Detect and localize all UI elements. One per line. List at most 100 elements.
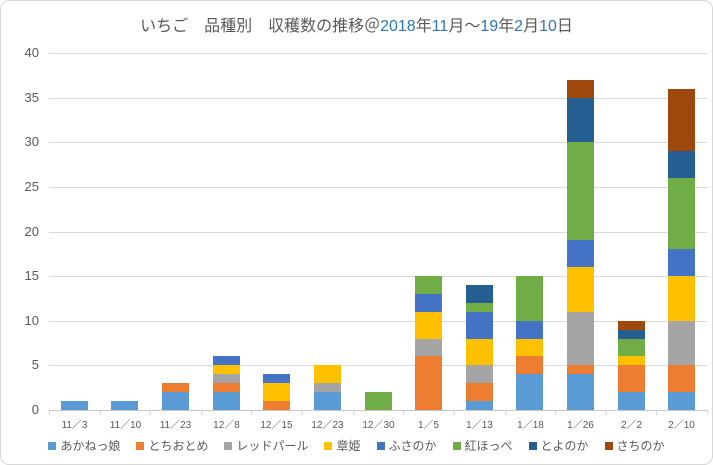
chart-title-part: 月～	[448, 18, 481, 35]
bar-segment	[466, 312, 493, 339]
bar-segment	[213, 392, 240, 410]
chart-title-part: 2	[514, 18, 524, 35]
bar-segment	[618, 392, 645, 410]
bar-segment	[567, 142, 594, 240]
legend-label: さちのか	[616, 439, 665, 453]
x-axis-label: 1／5	[417, 420, 440, 431]
gridline	[49, 276, 707, 277]
bar-segment	[263, 401, 290, 410]
legend-swatch	[452, 441, 461, 450]
axis-tick	[251, 410, 252, 415]
gridline	[49, 187, 707, 188]
y-axis-label: 35	[24, 90, 39, 105]
bar-segment	[668, 392, 695, 410]
y-axis-label: 0	[31, 402, 39, 417]
axis-tick	[707, 410, 708, 415]
bar-segment	[213, 383, 240, 392]
axis-tick	[403, 410, 404, 415]
axis-tick	[353, 410, 354, 415]
bar-segment	[61, 401, 88, 410]
legend-item: ふさのか	[376, 437, 437, 454]
bar-segment	[466, 383, 493, 401]
bar-segment	[213, 356, 240, 365]
x-axis-label: 1／13	[466, 420, 493, 431]
chart-title-part: 19	[480, 18, 499, 35]
y-axis-label: 10	[24, 313, 39, 328]
x-axis-label: 11／3	[61, 420, 88, 431]
bar-segment	[314, 392, 341, 410]
bar-segment	[668, 276, 695, 321]
chart-title-part: 月	[523, 18, 540, 35]
chart-title-part: 年	[415, 18, 432, 35]
y-axis-label: 25	[24, 179, 39, 194]
axis-tick	[302, 410, 303, 415]
chart-title-part: いちご 品種別 収穫数の推移＠	[140, 18, 381, 35]
axis-tick	[100, 410, 101, 415]
axis-tick	[150, 410, 151, 415]
bar-segment	[668, 365, 695, 392]
bar-segment	[567, 80, 594, 98]
legend-swatch	[224, 441, 233, 450]
bar-segment	[668, 178, 695, 249]
bar-segment	[567, 312, 594, 365]
legend-swatch	[528, 441, 537, 450]
y-axis-label: 30	[24, 134, 39, 149]
y-axis-label: 15	[24, 268, 39, 283]
bar-segment	[213, 374, 240, 383]
legend-label: ふさのか	[388, 439, 437, 453]
bar-segment	[668, 151, 695, 178]
bar-segment	[466, 303, 493, 312]
bar-segment	[567, 365, 594, 374]
legend-item: あかねっ娘	[48, 437, 120, 454]
bar-segment	[415, 276, 442, 294]
legend-item: さちのか	[604, 437, 665, 454]
x-axis-label: 12／8	[213, 420, 240, 431]
legend-label: 紅ほっぺ	[464, 439, 513, 453]
bar-segment	[314, 365, 341, 383]
x-axis-label: 11／23	[159, 420, 192, 431]
gridline	[49, 232, 707, 233]
legend-item: とちおとめ	[136, 437, 208, 454]
x-axis-label: 2／2	[620, 420, 643, 431]
bar-segment	[365, 392, 392, 410]
axis-tick	[49, 410, 50, 415]
bar-segment	[618, 356, 645, 365]
bar-segment	[618, 365, 645, 392]
bar-segment	[466, 401, 493, 410]
legend-label: 章姫	[336, 439, 361, 453]
y-axis-label: 20	[24, 224, 39, 239]
gridline	[49, 142, 707, 143]
gridline	[49, 98, 707, 99]
legend-swatch	[48, 441, 57, 450]
bar-segment	[567, 374, 594, 410]
legend-item: レッドパール	[224, 437, 308, 454]
y-axis-label: 5	[31, 357, 39, 372]
legend-swatch	[604, 441, 613, 450]
chart-title-part: 日	[556, 18, 573, 35]
axis-tick	[454, 410, 455, 415]
bar-segment	[618, 321, 645, 330]
bar-segment	[618, 339, 645, 356]
bar-segment	[516, 321, 543, 339]
bar-segment	[618, 330, 645, 339]
bar-segment	[314, 383, 341, 392]
bar-segment	[213, 365, 240, 374]
gridline	[49, 321, 707, 322]
axis-tick	[505, 410, 506, 415]
bar-segment	[516, 276, 543, 321]
bar-segment	[466, 365, 493, 383]
bar-segment	[567, 240, 594, 267]
bar-segment	[263, 374, 290, 383]
legend-swatch	[136, 441, 145, 450]
x-axis-label: 1／18	[517, 420, 544, 431]
bar-segment	[415, 294, 442, 312]
bar-segment	[668, 89, 695, 151]
bar-segment	[111, 401, 138, 410]
legend-item: 章姫	[324, 437, 361, 454]
bar-segment	[466, 339, 493, 365]
legend-swatch	[376, 441, 385, 450]
x-axis-label: 12／30	[362, 420, 395, 431]
legend-label: とよのか	[540, 439, 589, 453]
legend-item: 紅ほっぺ	[452, 437, 513, 454]
